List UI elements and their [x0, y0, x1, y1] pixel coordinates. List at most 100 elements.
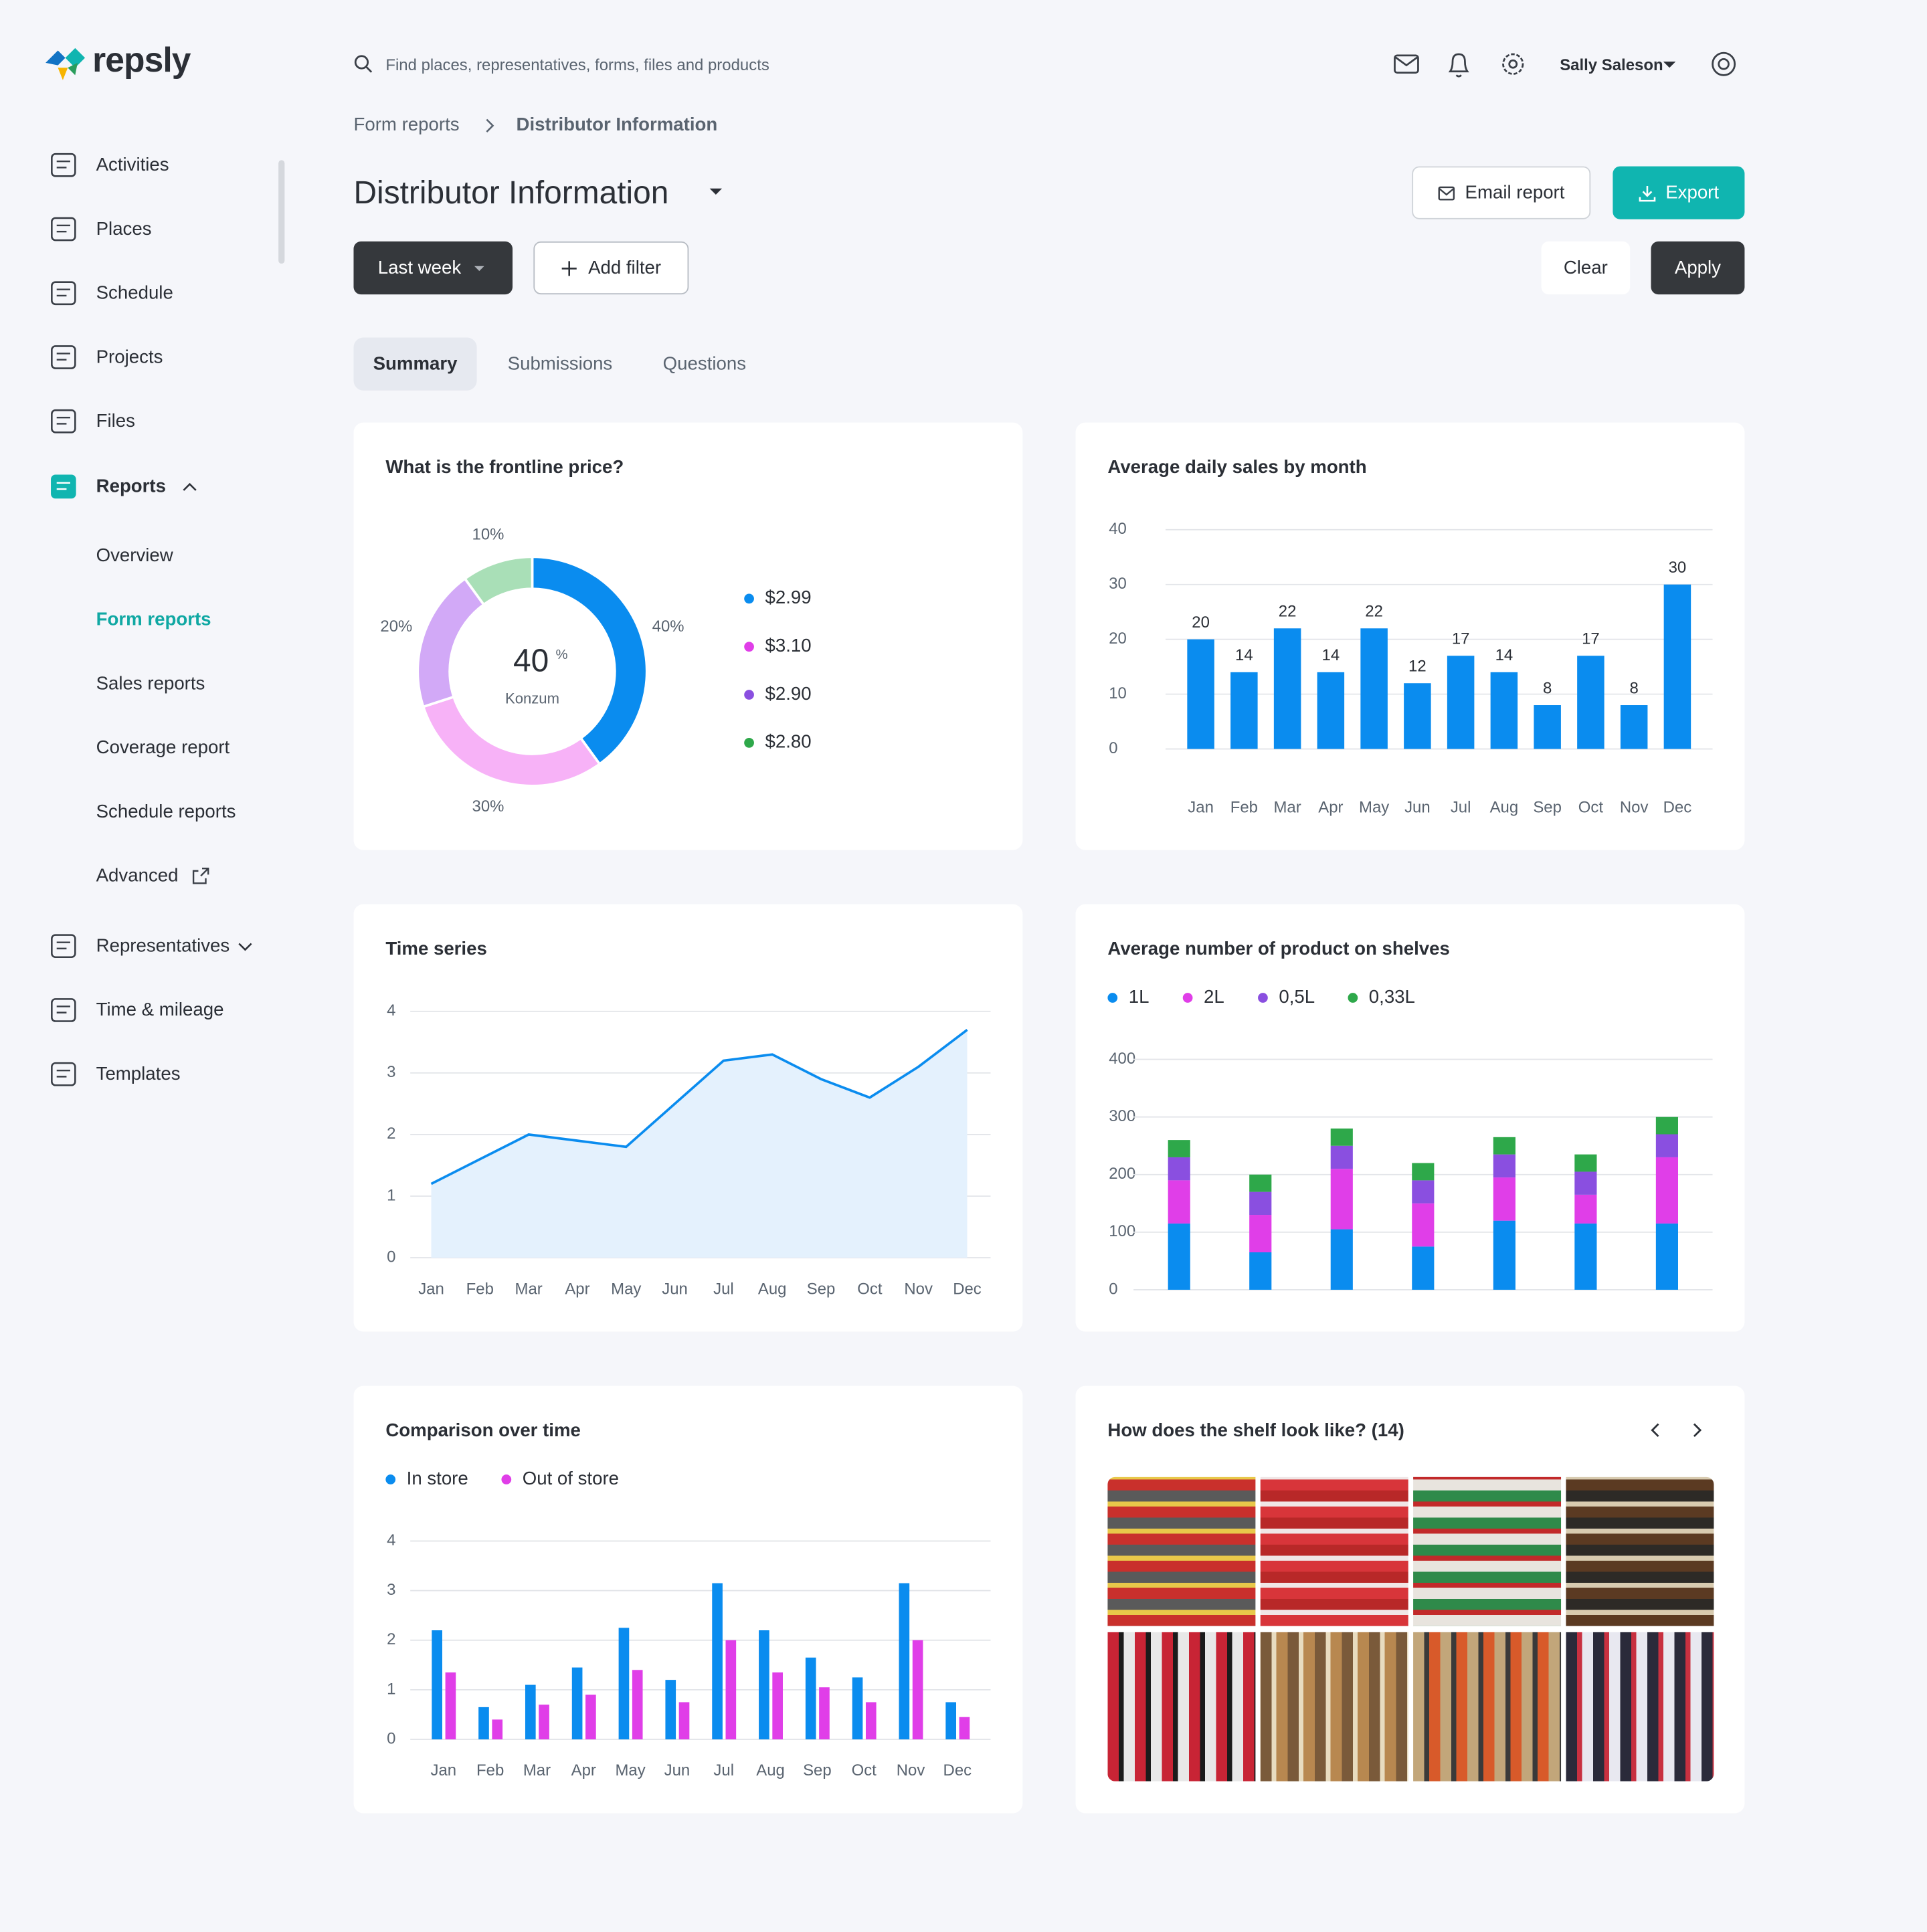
shelf-photo[interactable]	[1566, 1632, 1714, 1781]
legend-dot	[1348, 993, 1358, 1003]
search-input[interactable]: Find places, representatives, forms, fil…	[385, 55, 769, 74]
bar-segment	[1655, 1157, 1678, 1224]
nav-icon	[51, 217, 76, 242]
tab[interactable]: Submissions	[507, 353, 613, 375]
shelf-photo[interactable]	[1107, 1476, 1256, 1626]
x-tick-label: Nov	[897, 1761, 925, 1779]
nav-icon	[51, 934, 76, 959]
export-button[interactable]: Export	[1613, 166, 1745, 219]
data-label: 8	[1630, 679, 1639, 697]
x-tick-label: Jan	[418, 1280, 444, 1298]
shelf-photo[interactable]	[1260, 1632, 1408, 1781]
center-label: Konzum	[505, 690, 559, 707]
prev-button[interactable]	[1651, 1423, 1659, 1438]
bar-segment	[1168, 1140, 1190, 1157]
nav-item[interactable]: Templates	[96, 1064, 181, 1085]
card: Comparison over time In store Out of store…	[353, 1385, 1023, 1814]
nav-item[interactable]: Representatives	[96, 935, 230, 957]
nav-item[interactable]: Files	[96, 411, 135, 432]
nav-icon	[51, 153, 76, 177]
bar	[678, 1702, 690, 1740]
breadcrumb-link[interactable]: Form reports	[353, 114, 460, 136]
y-tick-label: 1	[387, 1680, 395, 1698]
bar-segment	[1249, 1174, 1272, 1192]
chart-title: Time series	[385, 938, 486, 959]
legend-dot	[744, 642, 754, 652]
clear-button[interactable]: Clear	[1541, 241, 1631, 295]
y-tick-label: 2	[387, 1125, 395, 1143]
x-tick-label: Jun	[1404, 798, 1431, 816]
bar-segment	[1249, 1191, 1272, 1216]
shelf-photo[interactable]	[1260, 1476, 1408, 1626]
apply-button[interactable]: Apply	[1651, 241, 1745, 295]
nav-sub-item[interactable]: Overview	[96, 545, 173, 567]
y-tick-label: 20	[1109, 630, 1127, 648]
tab[interactable]: Summary	[353, 337, 477, 391]
y-tick-label: 0	[387, 1248, 395, 1266]
bar	[1230, 672, 1258, 749]
bar	[759, 1630, 769, 1740]
chart-title: What is the frontline price?	[385, 456, 624, 477]
x-tick-label: Sep	[807, 1280, 836, 1298]
next-button[interactable]	[1693, 1423, 1702, 1438]
x-tick-label: Jan	[431, 1761, 457, 1779]
add-filter-button[interactable]: Add filter	[533, 241, 689, 295]
bar	[1447, 656, 1475, 749]
bar-segment	[1330, 1145, 1353, 1169]
button-label: Email report	[1465, 182, 1565, 203]
button-label: Clear	[1563, 257, 1608, 279]
title-caret[interactable]	[707, 186, 725, 198]
nav-sub-item[interactable]: Advanced	[96, 865, 179, 886]
nav-item[interactable]: Reports	[96, 476, 167, 498]
center-value: 40	[513, 643, 549, 678]
icon-shape	[51, 474, 76, 499]
nav-item[interactable]: Projects	[96, 347, 163, 368]
nav-item[interactable]: Activities	[96, 155, 169, 176]
legend-dot	[744, 690, 754, 700]
card: Average number of product on shelves 1L 2L…	[1075, 904, 1745, 1332]
period-select[interactable]: Last week	[353, 241, 513, 295]
y-tick-label: 4	[387, 1001, 395, 1020]
user-menu[interactable]: Sally Saleson	[1560, 55, 1663, 74]
bar	[1404, 683, 1431, 749]
nav-item[interactable]: Places	[96, 218, 152, 240]
bar	[632, 1670, 643, 1740]
bar-segment	[1168, 1157, 1190, 1181]
collapse-chevron[interactable]	[181, 480, 199, 492]
email-report-button[interactable]: Email report	[1412, 166, 1591, 219]
y-tick-label: 0	[1109, 1280, 1117, 1298]
data-label: 17	[1452, 630, 1470, 648]
x-tick-label: Feb	[476, 1761, 504, 1779]
chart: Average daily sales by month 0 10 20 30 40 20 1…	[1107, 456, 1713, 816]
legend-label: $2.80	[765, 731, 812, 752]
nav-item[interactable]: Time & mileage	[96, 999, 224, 1021]
shelf-photo[interactable]	[1413, 1476, 1562, 1626]
y-tick-label: 300	[1109, 1107, 1135, 1125]
button-label: Apply	[1674, 257, 1722, 279]
shelf-photo[interactable]	[1107, 1632, 1256, 1781]
expand-chevron[interactable]	[237, 940, 254, 952]
legend-label: In store	[407, 1468, 468, 1488]
nav-sub-item[interactable]: Sales reports	[96, 673, 205, 694]
legend-dot	[1182, 993, 1193, 1003]
shelf-photo[interactable]	[1566, 1476, 1714, 1626]
nav-item[interactable]: Schedule	[96, 282, 173, 304]
nav-sub-item[interactable]: Form reports	[96, 609, 211, 630]
bar-segment	[1412, 1180, 1435, 1203]
bar	[571, 1667, 583, 1740]
bar-segment	[1493, 1177, 1516, 1221]
nav-sub-item[interactable]: Coverage report	[96, 737, 230, 759]
card: Average daily sales by month 0 10 20 30 40 20 1…	[1075, 422, 1745, 850]
nav-icon	[51, 345, 76, 369]
x-tick-label: Jan	[1188, 798, 1214, 816]
icon-shape	[51, 409, 76, 433]
y-tick-label: 2	[387, 1630, 395, 1648]
legend-dot	[744, 593, 754, 604]
card: How does the shelf look like? (14)	[1075, 1385, 1745, 1814]
shelf-photo[interactable]	[1413, 1632, 1562, 1781]
nav-sub-item[interactable]: Schedule reports	[96, 801, 236, 823]
logo-text: repsly	[92, 40, 191, 79]
x-tick-label: Jul	[1451, 798, 1471, 816]
tab[interactable]: Questions	[662, 353, 747, 375]
